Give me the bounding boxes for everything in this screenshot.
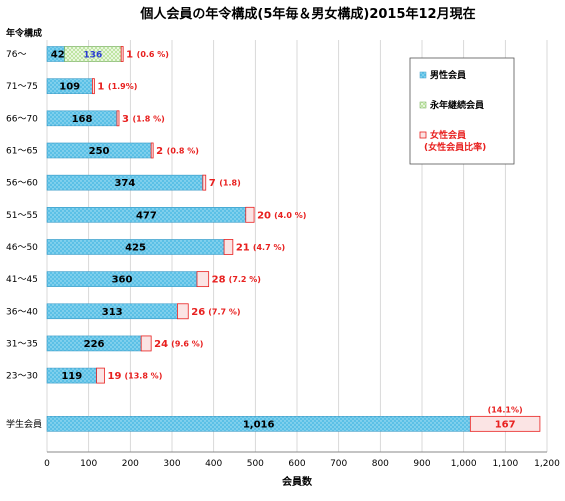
legend-label-female-sub: (女性会員比率) (424, 141, 486, 153)
y-axis-label: 年令構成 (6, 27, 42, 39)
value-label-male: 1,016 (243, 419, 275, 430)
value-label-female: 26 (191, 307, 205, 318)
bar-female (141, 336, 151, 351)
legend-label-perm: 永年継続会員 (429, 99, 484, 111)
value-label-female: 28 (212, 275, 226, 286)
category-label: 36〜40 (6, 307, 38, 317)
value-label-female: 20 (257, 210, 271, 221)
category-label: 41〜45 (6, 275, 38, 285)
legend-swatch-male (420, 72, 426, 78)
x-tick-label: 600 (288, 459, 305, 469)
x-tick-label: 300 (163, 459, 180, 469)
value-label-female: 1 (126, 50, 133, 61)
female-ratio-label: (1.8) (219, 179, 240, 188)
category-label: 66〜70 (6, 114, 38, 124)
value-label-female: 21 (236, 242, 250, 253)
bar-female (97, 368, 105, 383)
female-ratio-label: (9.6 %) (171, 339, 203, 348)
value-label-male: 168 (72, 114, 93, 125)
category-label: 23〜30 (6, 372, 38, 382)
x-tick-label: 0 (44, 459, 50, 469)
x-tick-label: 1,200 (534, 459, 560, 469)
value-label-female: 2 (156, 146, 163, 157)
x-tick-label: 1,100 (492, 459, 518, 469)
female-ratio-label: (4.7 %) (253, 243, 285, 252)
x-tick-label: 800 (372, 459, 389, 469)
category-label: 31〜35 (6, 339, 38, 349)
bar-female (92, 79, 94, 94)
female-ratio-label: (13.8 %) (125, 372, 163, 381)
category-label: 学生会員 (6, 418, 42, 430)
category-label: 51〜55 (6, 211, 38, 221)
bar-female (151, 143, 153, 158)
bar-female (177, 304, 188, 319)
legend-label-male: 男性会員 (430, 69, 466, 81)
value-label-male: 425 (125, 242, 146, 253)
x-tick-label: 500 (247, 459, 264, 469)
value-label-male: 374 (114, 178, 135, 189)
x-tick-labels: 0 100 200 300 400 500 600 700 800 900 1,000 1,100 1,… (44, 459, 560, 469)
value-label-female: 1 (97, 82, 104, 93)
category-label: 61〜65 (6, 146, 38, 156)
category-label: 71〜75 (6, 82, 38, 92)
value-label-male: 477 (136, 210, 157, 221)
legend: 男性会員 永年継続会員 女性会員 (女性会員比率) (410, 58, 514, 164)
value-label-male: 250 (89, 146, 110, 157)
female-ratio-label: (14.1%) (488, 405, 523, 414)
category-labels: 76〜 71〜75 66〜70 61〜65 56〜60 51〜55 46〜50 41〜45 36… (6, 50, 42, 430)
bar-female (224, 239, 233, 254)
bar-female (246, 207, 254, 222)
legend-label-female: 女性会員 (430, 129, 466, 141)
x-tick-label: 200 (122, 459, 139, 469)
bar-female (117, 111, 119, 126)
category-label: 56〜60 (6, 179, 38, 189)
value-label-female: 167 (495, 419, 516, 430)
female-ratio-label: (7.2 %) (229, 275, 261, 284)
female-ratio-label: (0.6 %) (137, 50, 169, 59)
x-tick-label: 1,000 (451, 459, 477, 469)
value-label-permanent: 136 (83, 51, 102, 61)
x-axis-label: 会員数 (282, 475, 313, 488)
category-label: 46〜50 (6, 243, 38, 253)
x-tick-label: 700 (330, 459, 347, 469)
female-ratio-label: (1.9%) (108, 82, 137, 91)
chart-title: 個人会員の年令構成(5年毎＆男女構成)2015年12月現在 (139, 6, 475, 22)
value-label-female: 24 (154, 339, 168, 350)
value-label-male: 109 (59, 82, 80, 93)
x-tick-label: 900 (413, 459, 430, 469)
value-label-male: 360 (112, 275, 133, 286)
bar-female (121, 47, 123, 62)
female-ratio-label: (0.8 %) (167, 146, 199, 155)
value-label-male: 226 (84, 339, 105, 350)
value-label-male: 42 (51, 50, 65, 61)
female-ratio-label: (7.7 %) (208, 307, 240, 316)
legend-swatch-perm (420, 102, 426, 108)
value-label-male: 313 (102, 307, 123, 318)
category-label: 76〜 (6, 50, 26, 60)
value-label-female: 3 (122, 114, 129, 125)
x-tick-label: 100 (80, 459, 97, 469)
x-tick-label: 400 (205, 459, 222, 469)
bar-female (203, 175, 206, 190)
female-ratio-label: (4.0 %) (274, 211, 306, 220)
legend-swatch-female (420, 132, 426, 138)
value-label-female: 19 (108, 371, 122, 382)
bar-female (197, 272, 209, 287)
female-ratio-label: (1.8 %) (133, 114, 165, 123)
value-label-male: 119 (61, 371, 82, 382)
value-label-female: 7 (209, 178, 216, 189)
